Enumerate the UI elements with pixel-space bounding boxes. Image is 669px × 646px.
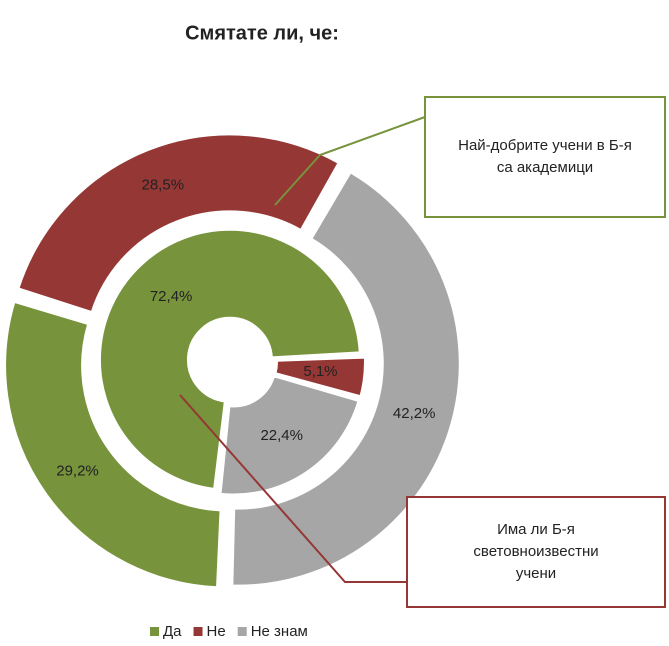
legend-label: Не знам (251, 623, 308, 640)
legend-swatch (193, 627, 203, 636)
donut-slice (219, 375, 360, 496)
donut-slice (4, 300, 222, 589)
callout-box (424, 96, 666, 218)
callout-line (179, 394, 407, 583)
data-label: 72,4% (150, 288, 193, 305)
callout-line (274, 116, 426, 206)
chart-title: Смятате ли, че: (185, 22, 339, 44)
callout-text: учени (516, 565, 556, 582)
legend-swatch (237, 627, 247, 636)
data-label: 42,2% (393, 405, 436, 422)
donut-slice (17, 133, 340, 314)
data-label: 5,1% (303, 363, 337, 380)
data-label: 28,5% (142, 177, 185, 194)
donut-slice (231, 171, 461, 587)
callout-text: световноизвестни (473, 543, 598, 560)
callout-box (406, 496, 666, 608)
callout-text: са академици (497, 159, 593, 176)
legend-swatch (150, 627, 159, 636)
legend-label: Да (163, 623, 182, 640)
data-label: 22,4% (260, 427, 303, 444)
donut-slice (98, 228, 361, 490)
legend-label: Не (207, 623, 226, 640)
callout-text: Има ли Б-я (497, 521, 575, 538)
data-label: 29,2% (56, 463, 99, 480)
donut-slice (274, 356, 366, 398)
callout-text: Най-добрите учени в Б-я (458, 137, 632, 154)
